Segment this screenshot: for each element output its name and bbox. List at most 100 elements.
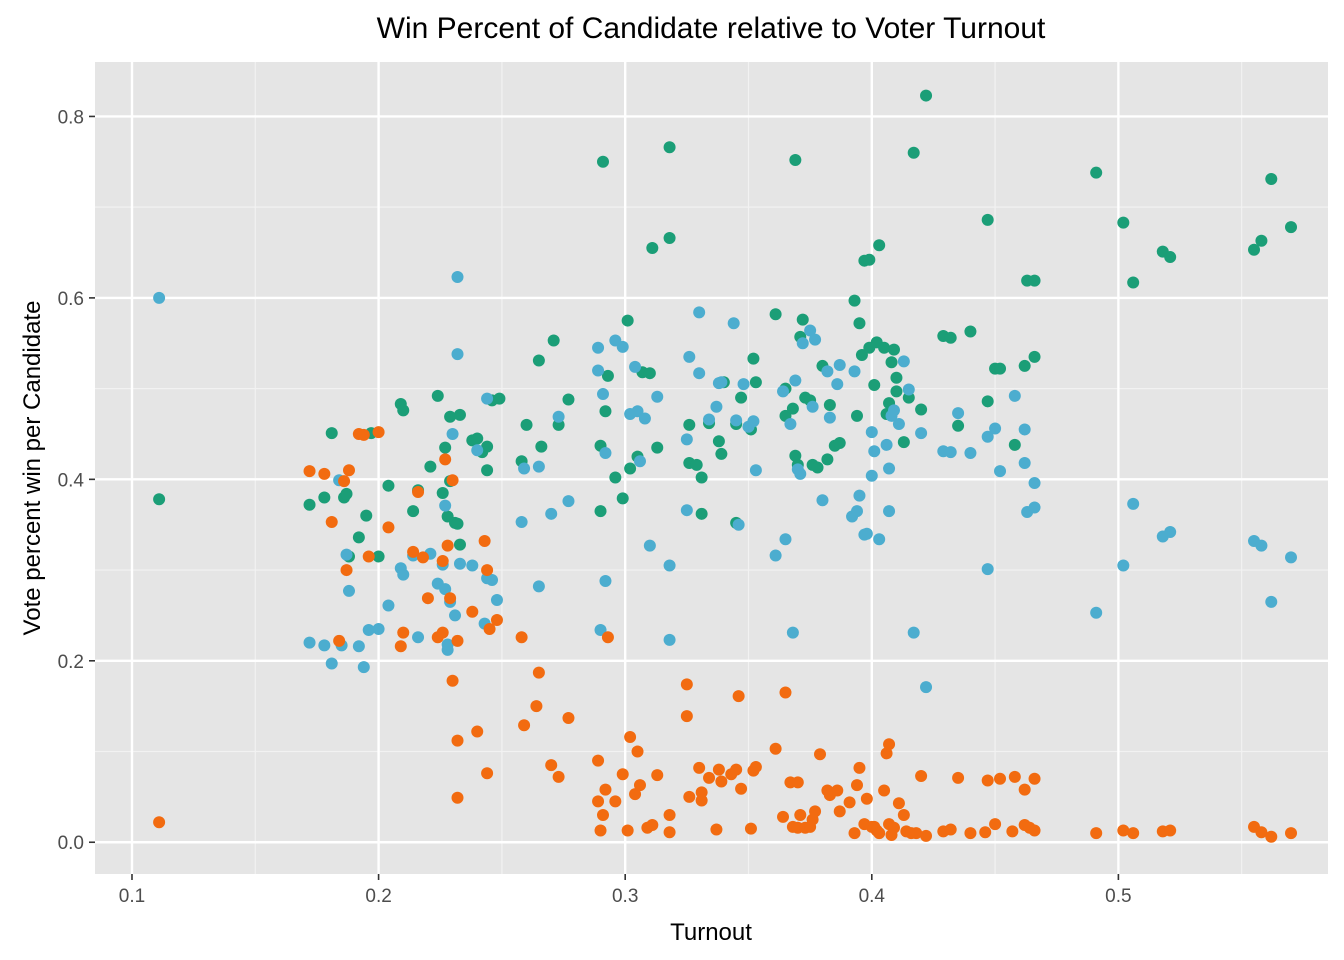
data-point-series-2: [853, 489, 866, 502]
data-point-series-1: [1028, 274, 1041, 287]
data-point-series-3: [920, 829, 933, 842]
data-point-series-2: [816, 494, 829, 507]
data-point-series-2: [777, 385, 790, 398]
data-point-series-3: [964, 827, 977, 840]
data-point-series-3: [744, 822, 757, 835]
x-tick-label: 0.2: [365, 886, 391, 907]
data-point-series-3: [624, 731, 637, 744]
data-point-series-3: [732, 690, 745, 703]
data-point-series-1: [481, 464, 494, 477]
data-point-series-3: [592, 795, 605, 808]
data-point-series-1: [769, 308, 782, 321]
data-point-series-3: [451, 634, 464, 647]
data-point-series-3: [633, 779, 646, 792]
chart-title: Win Percent of Candidate relative to Vot…: [377, 12, 1046, 45]
data-point-series-2: [471, 444, 484, 457]
data-point-series-2: [1028, 501, 1041, 514]
data-point-series-3: [915, 770, 928, 783]
data-point-series-3: [1117, 824, 1130, 837]
data-point-series-1: [811, 461, 824, 474]
data-point-series-3: [483, 623, 496, 636]
data-point-series-1: [360, 509, 373, 522]
data-point-series-1: [520, 418, 533, 431]
x-tick-label: 0.3: [612, 886, 638, 907]
data-point-series-1: [1018, 359, 1031, 372]
data-point-series-1: [372, 550, 385, 563]
data-point-series-2: [446, 427, 459, 440]
data-point-series-1: [863, 253, 876, 266]
data-point-series-2: [1265, 595, 1278, 608]
data-point-series-1: [451, 517, 464, 530]
data-point-series-3: [860, 792, 873, 805]
data-point-series-2: [1127, 497, 1140, 510]
data-point-series-1: [715, 447, 728, 460]
data-point-series-2: [562, 495, 575, 508]
data-point-series-3: [333, 634, 346, 647]
data-point-series-3: [481, 564, 494, 577]
data-point-series-3: [952, 771, 965, 784]
data-point-series-3: [892, 797, 905, 810]
data-point-series-1: [535, 440, 548, 453]
data-point-series-2: [784, 417, 797, 430]
data-point-series-1: [431, 389, 444, 402]
data-point-series-1: [1008, 438, 1021, 451]
data-point-series-1: [747, 352, 760, 365]
data-point-series-3: [646, 819, 659, 832]
data-point-series-2: [153, 291, 166, 304]
x-tick-label: 0.1: [119, 886, 145, 907]
data-point-series-2: [481, 392, 494, 405]
data-point-series-1: [424, 460, 437, 473]
data-point-series-3: [683, 790, 696, 803]
data-point-series-1: [1117, 216, 1130, 229]
data-point-series-3: [989, 818, 1002, 831]
data-point-series-2: [663, 633, 676, 646]
data-point-series-2: [633, 455, 646, 468]
data-point-series-1: [621, 314, 634, 327]
data-point-series-1: [944, 331, 957, 344]
data-point-series-2: [730, 414, 743, 427]
data-point-series-2: [897, 355, 910, 368]
data-point-series-3: [779, 686, 792, 699]
data-point-series-3: [769, 742, 782, 755]
data-point-series-2: [382, 599, 395, 612]
data-point-series-3: [421, 592, 434, 605]
data-point-series-1: [663, 232, 676, 245]
data-point-series-1: [624, 462, 637, 475]
data-point-series-3: [436, 554, 449, 567]
data-point-series-3: [1006, 825, 1019, 838]
data-point-series-2: [318, 639, 331, 652]
data-point-series-3: [629, 788, 642, 801]
data-point-series-3: [397, 626, 410, 639]
data-point-series-1: [853, 317, 866, 330]
data-point-series-3: [1018, 783, 1031, 796]
data-point-series-3: [730, 763, 743, 776]
data-point-series-3: [357, 428, 370, 441]
data-point-series-1: [646, 241, 659, 254]
data-point-series-1: [1090, 166, 1103, 179]
data-point-series-3: [680, 678, 693, 691]
data-point-series-2: [727, 317, 740, 330]
data-point-series-2: [594, 623, 607, 636]
data-point-series-3: [897, 809, 910, 822]
data-point-series-2: [342, 584, 355, 597]
data-point-series-2: [806, 400, 819, 413]
data-point-series-3: [809, 805, 822, 818]
y-axis-title: Vote percent win per Candidate: [19, 301, 46, 636]
data-point-series-1: [1285, 221, 1298, 234]
data-point-series-1: [695, 471, 708, 484]
data-point-series-2: [412, 631, 425, 644]
data-point-series-1: [352, 531, 365, 544]
data-point-series-3: [848, 827, 861, 840]
data-point-series-2: [831, 378, 844, 391]
data-point-series-2: [552, 410, 565, 423]
data-point-series-2: [915, 427, 928, 440]
data-point-series-3: [814, 748, 827, 761]
data-point-series-2: [599, 447, 612, 460]
data-point-series-1: [1248, 243, 1261, 256]
data-point-series-2: [952, 407, 965, 420]
data-point-series-3: [1164, 824, 1177, 837]
data-point-series-1: [920, 89, 933, 102]
data-point-series-3: [466, 605, 479, 618]
data-point-series-3: [478, 535, 491, 548]
